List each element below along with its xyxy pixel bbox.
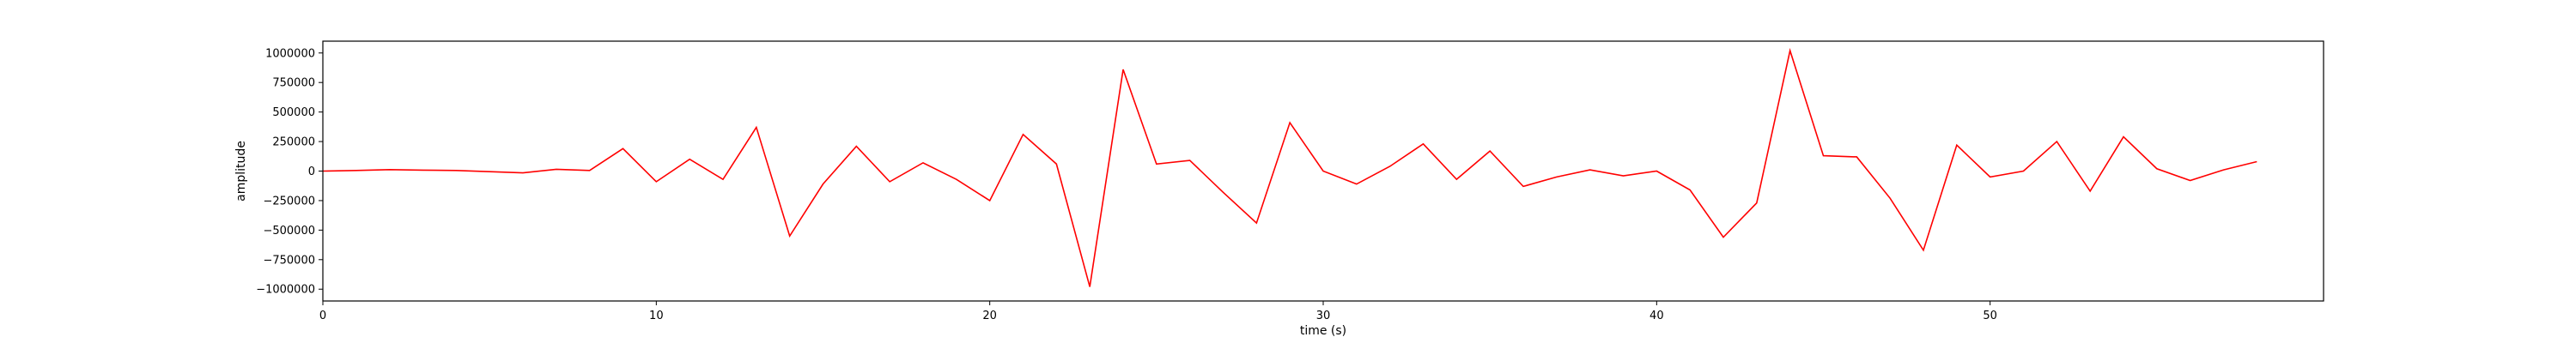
y-tick-label: −1000000 bbox=[256, 284, 315, 297]
y-tick-label: 0 bbox=[308, 165, 315, 178]
series-line-amplitude bbox=[322, 47, 2257, 287]
x-tick-label: 30 bbox=[1316, 310, 1331, 322]
plot-area bbox=[322, 47, 2257, 287]
x-tick-label: 20 bbox=[982, 310, 997, 322]
y-tick-label: −750000 bbox=[263, 254, 315, 267]
axes-frame bbox=[322, 40, 2324, 302]
y-tick-label: 500000 bbox=[272, 106, 315, 119]
x-tick-label: 50 bbox=[1983, 310, 1997, 322]
y-tick-label: −500000 bbox=[263, 225, 315, 238]
x-tick-label: 40 bbox=[1649, 310, 1664, 322]
y-tick-label: 1000000 bbox=[265, 47, 315, 60]
x-axis: 0 10 20 30 40 50 bbox=[319, 301, 1997, 322]
x-axis-label: time (s) bbox=[1300, 324, 1346, 338]
x-tick-label: 10 bbox=[649, 310, 664, 322]
y-tick-label: 250000 bbox=[272, 136, 315, 149]
y-axis: −1000000 −750000 −500000 −250000 0 250000 5000… bbox=[256, 47, 323, 297]
y-tick-label: 750000 bbox=[272, 77, 315, 90]
y-axis-label: amplitude bbox=[234, 141, 248, 202]
y-tick-label: −250000 bbox=[263, 195, 315, 208]
x-tick-label: 0 bbox=[319, 310, 326, 322]
